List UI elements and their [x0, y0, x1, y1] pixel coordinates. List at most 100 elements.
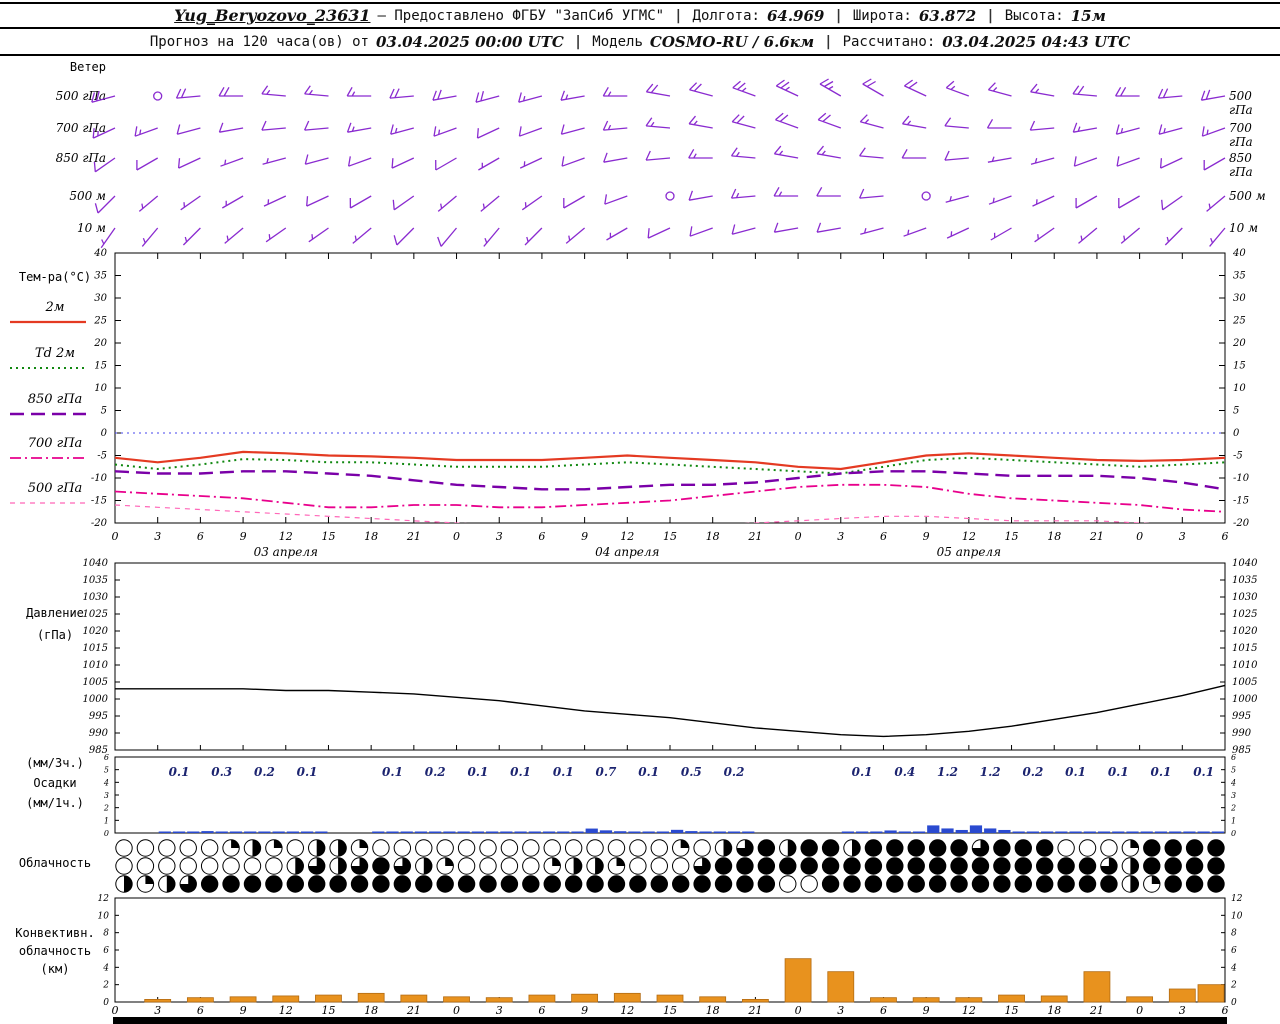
svg-text:0.7: 0.7 [596, 765, 618, 779]
latitude-value: 63.872 [918, 6, 977, 25]
svg-text:0.2: 0.2 [1022, 765, 1043, 779]
convective-label-2: облачность [18, 944, 92, 958]
wind-level-700hpa-label: 700 гПа [55, 121, 106, 135]
svg-text:05 апреля: 05 апреля [937, 545, 1001, 559]
svg-text:30: 30 [1233, 293, 1246, 304]
convective-label-1: Конвективн. [15, 926, 95, 940]
svg-text:21: 21 [747, 530, 762, 543]
separator: | [674, 7, 683, 24]
svg-text:10: 10 [98, 911, 110, 921]
svg-text:1025: 1025 [1232, 609, 1257, 620]
svg-text:15: 15 [1005, 530, 1019, 543]
svg-text:0.1: 0.1 [1108, 765, 1129, 779]
svg-text:0.4: 0.4 [894, 765, 915, 779]
svg-text:0: 0 [104, 829, 109, 838]
svg-text:0: 0 [795, 1004, 802, 1017]
svg-text:0: 0 [112, 530, 119, 543]
svg-text:1: 1 [1231, 816, 1236, 825]
svg-text:3: 3 [496, 530, 503, 543]
svg-text:2: 2 [1230, 981, 1237, 991]
svg-text:-5: -5 [1233, 451, 1243, 462]
svg-text:1: 1 [104, 816, 109, 825]
svg-text:995: 995 [1232, 711, 1251, 722]
cloudiness-panel-label: Облачность [18, 856, 92, 870]
svg-text:6: 6 [1231, 753, 1236, 762]
precip-1h-label: (мм/1ч.) [26, 796, 84, 810]
wind-level-500hpa-label: 500 гПа [55, 89, 106, 103]
forecast-prefix: Прогноз на 120 часа(ов) от [149, 33, 369, 50]
svg-text:12: 12 [1231, 894, 1243, 904]
svg-text:0: 0 [1233, 428, 1240, 439]
svg-text:0: 0 [1231, 998, 1237, 1008]
svg-text:6: 6 [197, 530, 204, 543]
svg-text:1040: 1040 [83, 558, 109, 569]
svg-text:0: 0 [103, 998, 109, 1008]
svg-text:03 апреля: 03 апреля [254, 545, 318, 559]
cloudiness-panel [115, 839, 1225, 893]
svg-text:21: 21 [406, 530, 421, 543]
svg-text:0.1: 0.1 [1193, 765, 1214, 779]
svg-text:6: 6 [197, 1004, 204, 1017]
svg-text:3: 3 [1179, 530, 1186, 543]
altitude-label: Высота: [1004, 7, 1064, 24]
svg-text:21: 21 [1089, 1004, 1104, 1017]
svg-text:0: 0 [1136, 1004, 1143, 1017]
svg-text:12: 12 [620, 1004, 634, 1017]
svg-text:15: 15 [321, 1004, 335, 1017]
svg-text:985: 985 [89, 745, 108, 756]
wind-level-500m-label-right: 500 м [1229, 189, 1266, 203]
wind-level-850hpa-label: 850 гПа [55, 151, 106, 165]
convective-label-3: (км) [40, 962, 70, 976]
longitude-label: Долгота: [692, 7, 760, 24]
svg-text:15: 15 [1005, 1004, 1019, 1017]
model-label: Модель [592, 33, 643, 50]
svg-text:15: 15 [1233, 361, 1246, 372]
svg-text:6: 6 [538, 1004, 545, 1017]
svg-text:40: 40 [1232, 248, 1246, 259]
station-name: Yug_Beryozovo_23631 [174, 6, 371, 25]
svg-text:5: 5 [1233, 406, 1239, 417]
altitude-value: 15м [1070, 6, 1106, 25]
svg-text:12: 12 [620, 530, 634, 543]
legend-t500-label: 500 гПа [27, 481, 83, 496]
calc-time: 03.04.2025 04:43 UTC [942, 32, 1131, 51]
svg-text:0.1: 0.1 [510, 765, 531, 779]
legend-td2m-label: Td 2м [34, 346, 76, 361]
separator: | [824, 33, 833, 50]
svg-text:6: 6 [880, 530, 887, 543]
precip-panel-label: Осадки [33, 776, 77, 790]
svg-text:0: 0 [453, 530, 460, 543]
svg-text:1.2: 1.2 [980, 765, 1001, 779]
svg-text:21: 21 [406, 1004, 421, 1017]
svg-text:21: 21 [747, 1004, 762, 1017]
svg-text:0.3: 0.3 [211, 765, 232, 779]
svg-text:4: 4 [1230, 778, 1236, 787]
svg-text:35: 35 [1233, 271, 1246, 282]
svg-text:18: 18 [364, 1004, 378, 1017]
svg-text:0.1: 0.1 [638, 765, 659, 779]
svg-text:0.2: 0.2 [254, 765, 275, 779]
svg-text:12: 12 [962, 530, 976, 543]
svg-text:3: 3 [1231, 791, 1236, 800]
svg-text:3: 3 [496, 1004, 503, 1017]
wind-barbs-panel [91, 78, 1226, 249]
svg-text:-5: -5 [97, 451, 107, 462]
svg-text:21: 21 [1089, 530, 1104, 543]
svg-text:1030: 1030 [83, 592, 109, 603]
separator: | [573, 33, 583, 50]
svg-text:18: 18 [1047, 530, 1061, 543]
separator: | [834, 7, 843, 24]
svg-text:1040: 1040 [1232, 558, 1258, 569]
latitude-label: Широта: [852, 7, 912, 24]
svg-text:0.1: 0.1 [467, 765, 488, 779]
svg-text:3: 3 [837, 530, 844, 543]
svg-text:12: 12 [962, 1004, 976, 1017]
svg-text:15: 15 [94, 361, 107, 372]
svg-text:9: 9 [923, 1004, 930, 1017]
svg-text:-15: -15 [1233, 496, 1249, 507]
svg-text:0.1: 0.1 [553, 765, 574, 779]
